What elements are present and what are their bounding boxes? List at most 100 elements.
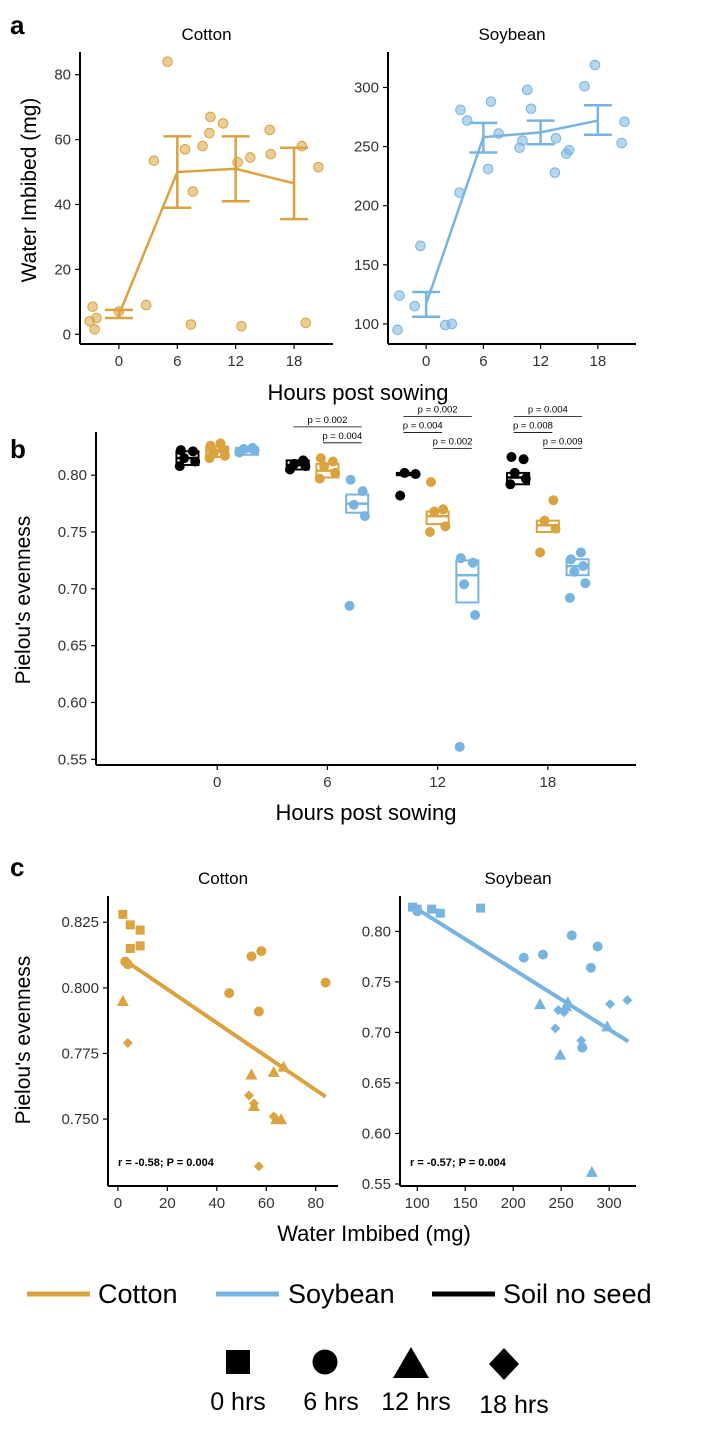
data-point (506, 452, 517, 463)
mean-line (117, 167, 295, 316)
data-point (455, 553, 466, 564)
y-tick-label: 0.65 (362, 1075, 391, 1092)
data-point-triangle (116, 994, 129, 1006)
x-tick-label: 18 (286, 353, 303, 370)
data-point (205, 111, 216, 123)
data-point (217, 118, 229, 129)
y-tick-label: 0.65 (58, 638, 87, 655)
data-point (455, 104, 466, 116)
data-point (319, 461, 330, 472)
comparison-label: p = 0.004 (403, 421, 443, 432)
data-point-triangle (245, 1068, 258, 1080)
panel-a-soybean-series (392, 59, 630, 336)
data-point (415, 240, 426, 252)
data-point (564, 592, 575, 603)
x-tick-label: 18 (539, 774, 556, 791)
y-tick-label: 0.800 (61, 980, 99, 997)
data-point (179, 453, 190, 464)
legend-label-soil: Soil no seed (503, 1279, 652, 1309)
data-point (359, 511, 370, 522)
data-point (589, 59, 601, 71)
data-point (190, 456, 201, 467)
x-tick-label: 6 (173, 353, 181, 370)
data-point-diamond (253, 1161, 264, 1172)
y-tick-label: 0.825 (61, 914, 99, 931)
data-point-square (427, 904, 437, 914)
data-point (179, 144, 191, 155)
data-point (162, 56, 173, 68)
data-point-square (125, 943, 135, 953)
data-point (244, 152, 256, 163)
data-point (485, 96, 497, 107)
data-point-diamond (576, 1035, 587, 1046)
data-point (395, 490, 406, 501)
data-point (539, 515, 550, 526)
legend-shape-18hrs: 18 hrs (479, 1391, 548, 1419)
data-point-square (118, 909, 128, 919)
x-tick-label: 0 (115, 353, 123, 370)
data-point (619, 116, 630, 128)
y-tick-label: 0.55 (362, 1176, 391, 1193)
data-point (148, 155, 160, 166)
data-point (459, 579, 470, 590)
comparison-label: p = 0.002 (418, 405, 458, 416)
x-tick-label: 150 (453, 1195, 478, 1212)
data-point (357, 486, 368, 497)
data-point (140, 299, 152, 311)
panel-a-soybean-axes: 0 6 12 18 100 150 200 250 300 Soybean (354, 25, 636, 370)
data-point-square (125, 920, 135, 930)
y-tick-label: 60 (54, 132, 71, 149)
panel-c-ylabel: Pielou's evenness (12, 956, 35, 1125)
y-tick-label: 200 (354, 198, 379, 215)
y-tick-label: 80 (54, 67, 71, 84)
data-point (565, 554, 576, 565)
data-point (424, 527, 435, 538)
y-tick-label: 150 (354, 257, 379, 274)
y-tick-label: 40 (54, 196, 71, 213)
panel-a-ylabel: Water Imbibed (mg) (18, 98, 41, 283)
x-tick-label: 250 (549, 1195, 574, 1212)
legend-label-cotton: Cotton (98, 1279, 178, 1309)
comparison-label: p = 0.004 (528, 405, 568, 416)
panel-a-soybean-title: Soybean (478, 25, 545, 44)
x-tick-label: 6 (323, 774, 331, 791)
data-point-circle (585, 962, 596, 973)
data-point (345, 474, 356, 485)
data-point-circle (246, 951, 257, 962)
x-tick-label: 60 (258, 1195, 275, 1212)
panel-a-letter: a (10, 10, 25, 40)
y-tick-label: 0.75 (362, 974, 391, 991)
data-point (426, 477, 437, 488)
data-point-circle (253, 1006, 264, 1017)
data-point (392, 324, 403, 336)
data-point (521, 84, 533, 96)
data-point-circle (537, 949, 548, 960)
x-tick-label: 12 (429, 774, 446, 791)
panel-c-cotton-annotation: r = -0.58; P = 0.004 (118, 1157, 215, 1169)
data-point (535, 547, 546, 558)
data-point-triangle (585, 1165, 598, 1177)
panel-a-cotton-title: Cotton (181, 25, 231, 44)
data-point (440, 521, 451, 532)
data-point (438, 504, 449, 515)
data-point (580, 578, 591, 589)
x-tick-label: 40 (208, 1195, 225, 1212)
legend-shape-0hrs: 0 hrs (210, 1388, 266, 1416)
data-point-diamond (550, 1023, 561, 1034)
x-tick-label: 12 (227, 353, 244, 370)
panel-c-xlabel: Water Imbibed (mg) (277, 1221, 471, 1246)
y-tick-label: 0.55 (58, 751, 87, 768)
x-tick-label: 18 (590, 353, 607, 370)
panel-b-axes: 0 6 12 18 0.55 0.60 0.65 0.70 0.75 0.80 (58, 432, 636, 791)
triangle-icon (393, 1347, 429, 1378)
data-point (548, 495, 559, 506)
data-point (174, 461, 185, 472)
data-point (185, 319, 197, 330)
panel-a-cotton-axes: 0 6 12 18 0 20 40 60 80 Cotton (54, 25, 333, 370)
data-point (505, 479, 516, 490)
panel-b-comparisons: p = 0.002 p = 0.004 p = 0.002 p = 0.004 p = … (293, 405, 583, 449)
data-point-square (135, 941, 145, 951)
y-tick-label: 0.70 (58, 581, 87, 598)
comparison-label: p = 0.002 (307, 415, 347, 426)
